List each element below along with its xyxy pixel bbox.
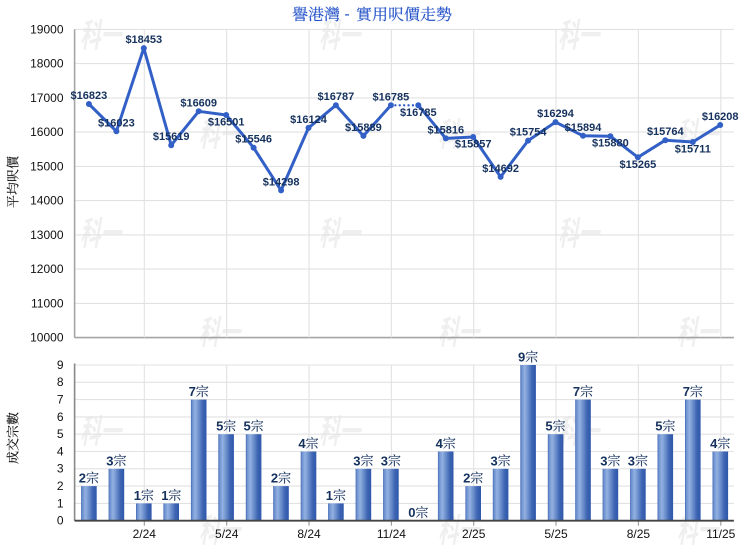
svg-text:$15880: $15880 (592, 138, 629, 150)
svg-text:8: 8 (57, 375, 64, 389)
svg-text:$16501: $16501 (208, 117, 245, 129)
svg-text:3: 3 (628, 453, 635, 468)
svg-text:5: 5 (244, 419, 251, 434)
svg-text:$14692: $14692 (482, 163, 519, 175)
svg-text:6: 6 (57, 410, 64, 424)
svg-text:7: 7 (57, 393, 64, 407)
svg-text:$16294: $16294 (537, 108, 575, 120)
svg-text:11/25: 11/25 (706, 527, 735, 541)
svg-text:4: 4 (298, 436, 306, 451)
svg-text:5: 5 (545, 419, 552, 434)
svg-text:18000: 18000 (30, 57, 64, 71)
svg-text:5: 5 (655, 419, 662, 434)
svg-text:16000: 16000 (30, 125, 64, 139)
svg-text:$15894: $15894 (565, 122, 603, 134)
svg-text:$16609: $16609 (180, 97, 217, 109)
svg-text:13000: 13000 (30, 228, 64, 242)
svg-text:3: 3 (381, 453, 388, 468)
svg-text:$15754: $15754 (510, 127, 548, 139)
svg-text:10000: 10000 (30, 331, 64, 345)
svg-text:$18453: $18453 (125, 34, 162, 46)
svg-text:15000: 15000 (30, 159, 64, 173)
svg-text:9: 9 (57, 358, 64, 372)
svg-text:$15619: $15619 (153, 131, 190, 143)
svg-text:2: 2 (79, 471, 86, 486)
svg-text:$16208: $16208 (702, 111, 739, 123)
svg-text:17000: 17000 (30, 91, 64, 105)
svg-text:3: 3 (106, 453, 113, 468)
svg-text:$16785: $16785 (373, 91, 410, 103)
svg-text:$16023: $16023 (98, 117, 135, 129)
svg-text:2: 2 (271, 471, 278, 486)
svg-text:5/25: 5/25 (544, 527, 568, 541)
svg-text:1: 1 (161, 488, 168, 503)
svg-text:12000: 12000 (30, 262, 64, 276)
svg-text:4: 4 (57, 444, 64, 458)
svg-text:2/24: 2/24 (133, 527, 157, 541)
svg-text:8/24: 8/24 (297, 527, 321, 541)
svg-text:14000: 14000 (30, 194, 64, 208)
svg-text:9: 9 (518, 350, 525, 365)
svg-text:19000: 19000 (30, 22, 64, 36)
svg-text:1: 1 (57, 496, 64, 510)
svg-text:$14298: $14298 (263, 176, 300, 188)
svg-text:3: 3 (491, 453, 498, 468)
svg-text:7: 7 (683, 384, 690, 399)
svg-text:8/25: 8/25 (627, 527, 651, 541)
svg-text:$15764: $15764 (647, 126, 685, 138)
svg-text:$16823: $16823 (71, 90, 108, 102)
svg-text:7: 7 (573, 384, 580, 399)
svg-text:$15857: $15857 (455, 139, 492, 151)
svg-text:-: - (344, 6, 349, 23)
svg-text:$16785: $16785 (400, 107, 437, 119)
svg-text:5: 5 (57, 427, 64, 441)
svg-text:0: 0 (408, 505, 415, 520)
svg-text:1: 1 (326, 488, 333, 503)
svg-text:11/24: 11/24 (377, 527, 406, 541)
svg-text:4: 4 (436, 436, 444, 451)
svg-text:3: 3 (600, 453, 607, 468)
svg-text:2: 2 (463, 471, 470, 486)
svg-text:3: 3 (353, 453, 360, 468)
svg-text:$16124: $16124 (290, 114, 328, 126)
svg-text:$16787: $16787 (318, 91, 355, 103)
svg-text:2/25: 2/25 (462, 527, 486, 541)
svg-text:$15711: $15711 (675, 144, 711, 156)
svg-text:7: 7 (189, 384, 196, 399)
svg-text:2: 2 (57, 479, 64, 493)
svg-text:$15889: $15889 (345, 122, 382, 134)
svg-text:$15546: $15546 (235, 134, 272, 146)
svg-text:4: 4 (710, 436, 718, 451)
svg-text:$15816: $15816 (427, 124, 464, 136)
svg-text:$15265: $15265 (620, 159, 657, 171)
svg-text:3: 3 (57, 462, 64, 476)
svg-text:11000: 11000 (31, 296, 64, 310)
svg-text:5/24: 5/24 (215, 527, 239, 541)
svg-text:0: 0 (57, 514, 64, 528)
svg-text:1: 1 (134, 488, 141, 503)
svg-text:5: 5 (216, 419, 223, 434)
